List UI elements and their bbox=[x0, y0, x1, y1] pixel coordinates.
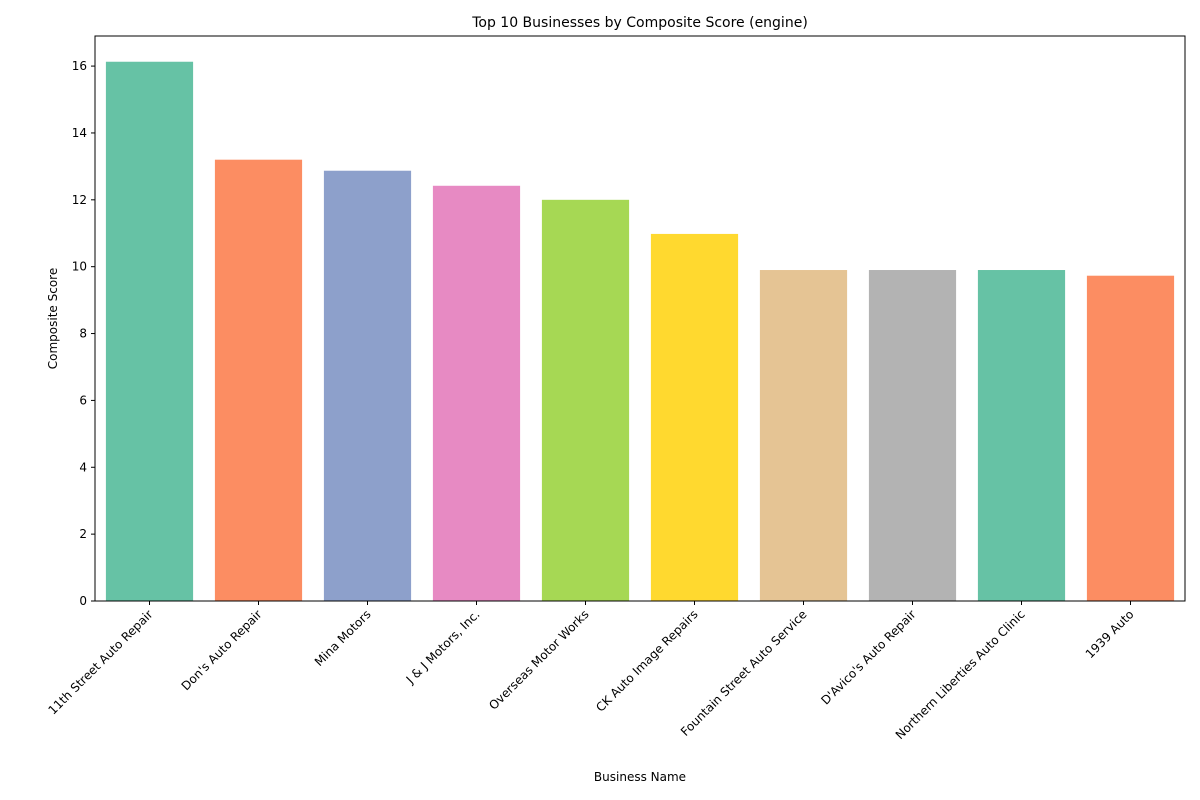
x-tick-label: J & J Motors, Inc. bbox=[403, 607, 483, 687]
bar-7 bbox=[759, 270, 848, 601]
y-axis: 0 2 4 6 8 10 12 14 16 bbox=[72, 59, 95, 608]
y-tick-label: 4 bbox=[79, 460, 87, 474]
bar-10 bbox=[1086, 275, 1175, 601]
y-tick-label: 8 bbox=[79, 327, 87, 341]
x-axis: 11th Street Auto Repair Don's Auto Repair… bbox=[45, 601, 1137, 742]
x-tick-label: 1939 Auto bbox=[1083, 607, 1137, 661]
bar-6 bbox=[650, 233, 739, 601]
bar-9 bbox=[977, 270, 1066, 601]
x-axis-label: Business Name bbox=[594, 770, 686, 784]
x-tick-label: Mina Motors bbox=[312, 607, 374, 669]
x-tick-label: Fountain Street Auto Service bbox=[678, 607, 810, 739]
x-tick-label: Overseas Motor Works bbox=[486, 607, 591, 712]
x-tick-label: D'Avico's Auto Repair bbox=[818, 607, 918, 707]
chart-title: Top 10 Businesses by Composite Score (en… bbox=[471, 15, 808, 31]
bar-4 bbox=[432, 185, 521, 601]
bar-2 bbox=[214, 159, 303, 601]
y-tick-label: 10 bbox=[72, 260, 87, 274]
bars-group bbox=[105, 61, 1175, 601]
bar-8 bbox=[868, 270, 957, 601]
y-axis-label: Composite Score bbox=[46, 268, 60, 369]
bar-5 bbox=[541, 199, 630, 601]
bar-1 bbox=[105, 61, 194, 601]
y-tick-label: 14 bbox=[72, 126, 87, 140]
x-tick-label: Northern Liberties Auto Clinic bbox=[893, 607, 1028, 742]
x-tick-label: CK Auto Image Repairs bbox=[593, 607, 700, 714]
y-tick-label: 12 bbox=[72, 193, 87, 207]
y-tick-label: 0 bbox=[79, 594, 87, 608]
x-tick-label: Don's Auto Repair bbox=[179, 607, 265, 693]
bar-3 bbox=[323, 170, 412, 601]
y-tick-label: 6 bbox=[79, 393, 87, 407]
plot-frame bbox=[94, 35, 1186, 602]
y-tick-label: 2 bbox=[79, 527, 87, 541]
x-tick-label: 11th Street Auto Repair bbox=[45, 607, 155, 717]
y-tick-label: 16 bbox=[72, 59, 87, 73]
